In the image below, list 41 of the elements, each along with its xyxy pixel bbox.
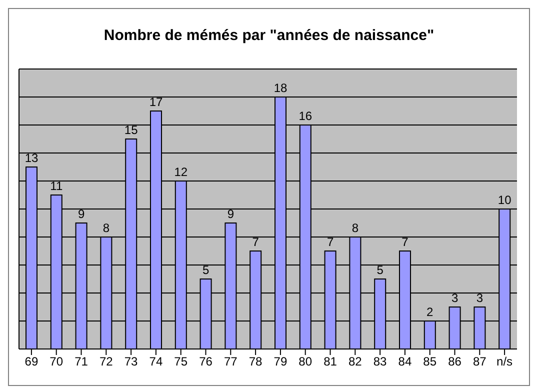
x-tick-label: 85 [423,354,437,369]
chart-title: Nombre de mémés par "années de naissance" [102,26,436,46]
x-tick-label: 75 [174,354,188,369]
x-tick-label: 74 [149,354,163,369]
x-tick-label: 82 [348,354,362,369]
data-label: 16 [298,109,312,123]
data-label: 9 [78,207,85,221]
data-label: 7 [402,235,409,249]
data-label: 5 [202,263,210,277]
x-tick-label: 72 [99,354,114,369]
x-tick-label: 81 [324,354,338,369]
x-tick-label: n/s [496,354,513,369]
data-label: 8 [102,221,110,235]
data-label: 10 [498,193,512,207]
x-tick-label: 77 [224,354,238,369]
x-tick-label: 70 [50,354,64,369]
x-tick-label: 86 [448,354,462,369]
data-label: 3 [451,291,458,305]
x-tick-label: 84 [398,354,412,369]
data-label: 12 [174,165,188,179]
data-label: 13 [24,151,38,165]
data-label: 7 [326,235,334,249]
x-tick-label: 83 [373,354,388,369]
data-label: 2 [426,305,434,319]
x-tick-label: 79 [274,354,288,369]
data-label: 17 [149,95,163,109]
data-label: 15 [124,123,138,137]
data-label: 9 [227,207,234,221]
x-tick-label: 69 [24,354,38,369]
x-tick-label: 76 [199,354,213,369]
data-label: 5 [376,263,384,277]
x-tick-label: 87 [472,354,487,369]
x-tick-label: 71 [74,354,88,369]
data-label: 11 [50,179,63,193]
x-tick-label: 80 [298,354,312,369]
x-tick-label: 73 [124,354,138,369]
data-label: 3 [476,291,484,305]
data-label: 18 [274,81,288,95]
data-label: 8 [352,221,359,235]
x-tick-label: 78 [248,354,263,369]
data-label: 7 [252,235,260,249]
